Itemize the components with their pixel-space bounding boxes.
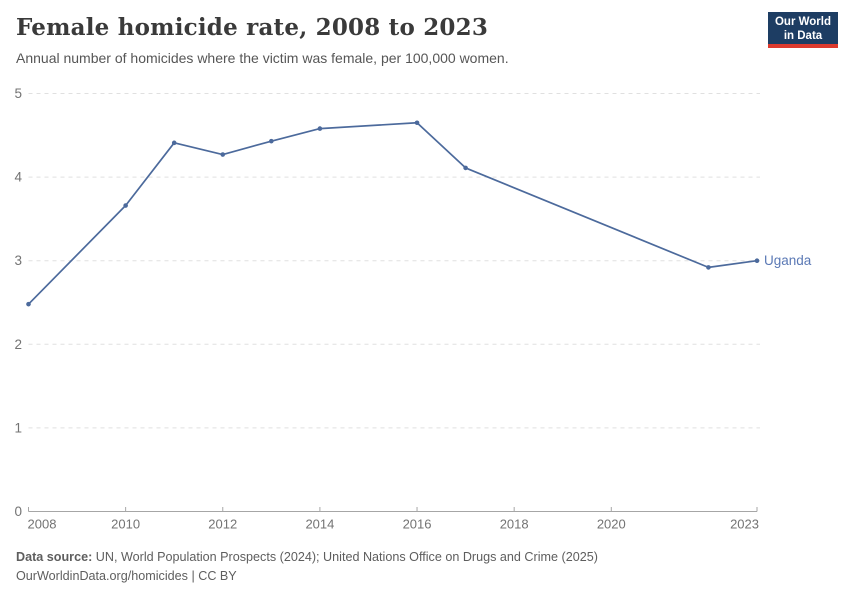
data-point-2014[interactable] xyxy=(317,126,323,131)
x-tick-label-2012: 2012 xyxy=(208,517,237,532)
x-tick-label-2008: 2008 xyxy=(28,517,57,532)
chart-subtitle: Annual number of homicides where the vic… xyxy=(16,50,509,66)
data-point-2012[interactable] xyxy=(220,152,226,157)
data-source-line: Data source: UN, World Population Prospe… xyxy=(16,548,826,567)
chart-footer: Data source: UN, World Population Prospe… xyxy=(16,548,826,586)
data-source-label: Data source: xyxy=(16,550,93,564)
x-tick-label-2016: 2016 xyxy=(403,517,432,532)
chart-title: Female homicide rate, 2008 to 2023 xyxy=(16,14,489,41)
data-point-2022[interactable] xyxy=(706,265,711,270)
owid-logo[interactable]: Our World in Data xyxy=(768,12,838,48)
x-tick-label-2020: 2020 xyxy=(597,517,626,532)
y-tick-label-5: 5 xyxy=(14,86,22,101)
y-tick-label-1: 1 xyxy=(14,420,22,435)
data-point-2011[interactable] xyxy=(171,140,177,146)
series-line-uganda[interactable] xyxy=(27,121,758,306)
data-point-2017[interactable] xyxy=(463,165,468,171)
owid-logo-line1: Our World xyxy=(774,16,831,28)
owid-logo-line2: in Data xyxy=(783,30,823,42)
data-point-2016[interactable] xyxy=(414,120,420,126)
y-tick-label-2: 2 xyxy=(14,337,22,352)
y-tick-label-0: 0 xyxy=(14,504,22,519)
y-tick-label-3: 3 xyxy=(14,253,22,268)
data-point-2008[interactable] xyxy=(26,301,31,307)
x-tick-label-2023: 2023 xyxy=(730,517,759,532)
y-tick-label-4: 4 xyxy=(14,170,22,185)
data-point-2023[interactable] xyxy=(754,258,760,264)
data-point-2010[interactable] xyxy=(123,203,128,208)
x-tick-label-2010: 2010 xyxy=(111,517,140,532)
x-tick-label-2014: 2014 xyxy=(305,517,334,532)
entity-label[interactable]: Uganda xyxy=(764,253,812,268)
data-point-2013[interactable] xyxy=(269,138,274,144)
chart-header: Female homicide rate, 2008 to 2023 Annua… xyxy=(16,14,736,66)
data-source-text: UN, World Population Prospects (2024); U… xyxy=(92,550,598,564)
license-line: OurWorldinData.org/homicides | CC BY xyxy=(16,569,237,583)
x-tick-label-2018: 2018 xyxy=(500,517,529,532)
